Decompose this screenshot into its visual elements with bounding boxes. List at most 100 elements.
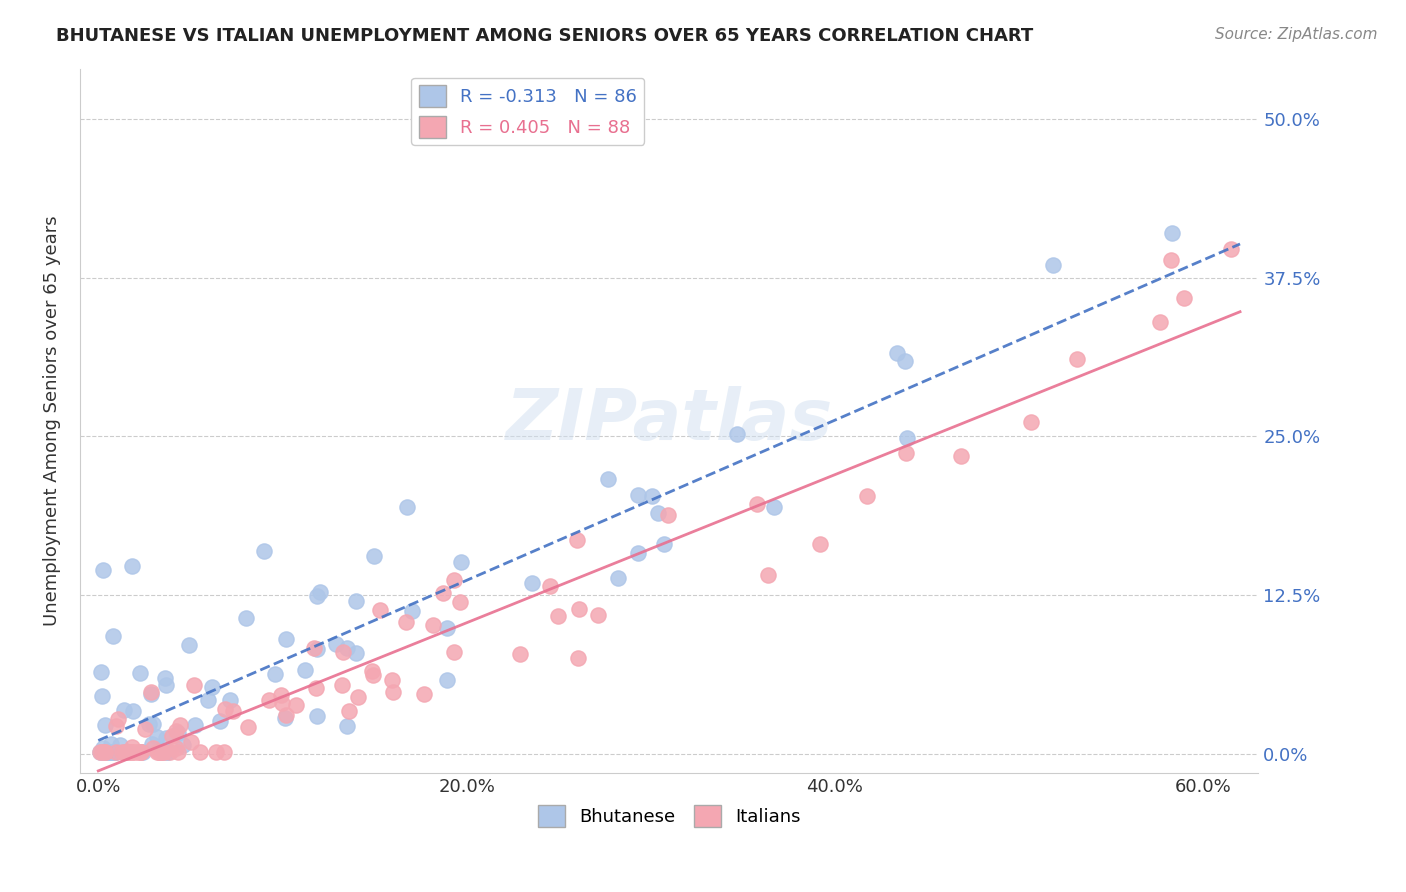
Point [107, 712, 129, 726]
Point [100, 737, 122, 751]
Y-axis label: Unemployment Among Seniors over 65 years: Unemployment Among Seniors over 65 years [44, 215, 60, 626]
Point [129, 746, 152, 760]
Point [259, 692, 281, 706]
Point [346, 690, 368, 705]
Point [200, 681, 222, 695]
Point [238, 720, 260, 734]
Point [413, 687, 436, 701]
Point [586, 607, 609, 622]
Point [547, 609, 569, 624]
Text: Source: ZipAtlas.com: Source: ZipAtlas.com [1215, 27, 1378, 42]
Point [111, 746, 134, 760]
Point [112, 703, 135, 717]
Point [167, 746, 190, 760]
Point [132, 746, 155, 760]
Point [118, 746, 141, 760]
Point [97, 746, 120, 760]
Point [336, 719, 359, 733]
Point [94, 746, 117, 760]
Point [110, 738, 132, 752]
Point [155, 731, 177, 745]
Point [344, 646, 367, 660]
Point [166, 741, 188, 756]
Point [148, 746, 170, 760]
Point [103, 746, 125, 760]
Point [368, 603, 391, 617]
Point [121, 746, 143, 760]
Point [1173, 291, 1195, 305]
Point [155, 671, 177, 685]
Point [396, 500, 419, 514]
Point [332, 645, 354, 659]
Text: ZIPatlas: ZIPatlas [506, 386, 832, 455]
Point [112, 746, 135, 760]
Point [567, 651, 589, 665]
Point [305, 589, 328, 603]
Point [114, 746, 136, 760]
Point [90, 689, 112, 703]
Point [896, 431, 918, 445]
Point [436, 673, 458, 688]
Point [725, 426, 748, 441]
Point [443, 645, 465, 659]
Point [208, 714, 231, 729]
Point [509, 647, 531, 661]
Point [167, 726, 190, 740]
Point [142, 716, 165, 731]
Point [763, 500, 786, 514]
Point [381, 673, 404, 687]
Point [139, 685, 162, 699]
Point [218, 693, 240, 707]
Point [148, 746, 170, 760]
Point [330, 678, 353, 692]
Point [180, 735, 202, 749]
Point [114, 746, 136, 760]
Point [274, 710, 297, 724]
Point [145, 746, 167, 760]
Point [450, 555, 472, 569]
Point [121, 746, 143, 760]
Point [172, 738, 194, 752]
Point [886, 346, 908, 360]
Point [89, 746, 111, 760]
Point [627, 546, 650, 560]
Point [153, 746, 176, 760]
Point [105, 719, 128, 733]
Point [162, 730, 184, 744]
Point [184, 718, 207, 732]
Point [745, 497, 768, 511]
Point [432, 586, 454, 600]
Point [177, 638, 200, 652]
Point [568, 601, 591, 615]
Point [1042, 258, 1064, 272]
Point [401, 604, 423, 618]
Point [204, 746, 226, 760]
Point [98, 746, 121, 760]
Point [100, 746, 122, 760]
Point [305, 709, 328, 723]
Point [361, 668, 384, 682]
Point [150, 746, 173, 760]
Point [152, 746, 174, 760]
Point [382, 685, 405, 699]
Point [129, 666, 152, 681]
Point [129, 746, 152, 760]
Point [339, 704, 361, 718]
Text: BHUTANESE VS ITALIAN UNEMPLOYMENT AMONG SENIORS OVER 65 YEARS CORRELATION CHART: BHUTANESE VS ITALIAN UNEMPLOYMENT AMONG … [56, 27, 1033, 45]
Point [121, 739, 143, 754]
Point [165, 723, 187, 738]
Point [253, 543, 276, 558]
Point [756, 568, 779, 582]
Point [893, 354, 915, 368]
Point [101, 746, 124, 760]
Point [449, 595, 471, 609]
Point [103, 746, 125, 760]
Point [270, 688, 292, 702]
Point [134, 723, 156, 737]
Point [856, 489, 879, 503]
Point [1220, 242, 1243, 256]
Point [89, 746, 111, 760]
Point [538, 579, 561, 593]
Point [142, 741, 165, 756]
Point [596, 472, 619, 486]
